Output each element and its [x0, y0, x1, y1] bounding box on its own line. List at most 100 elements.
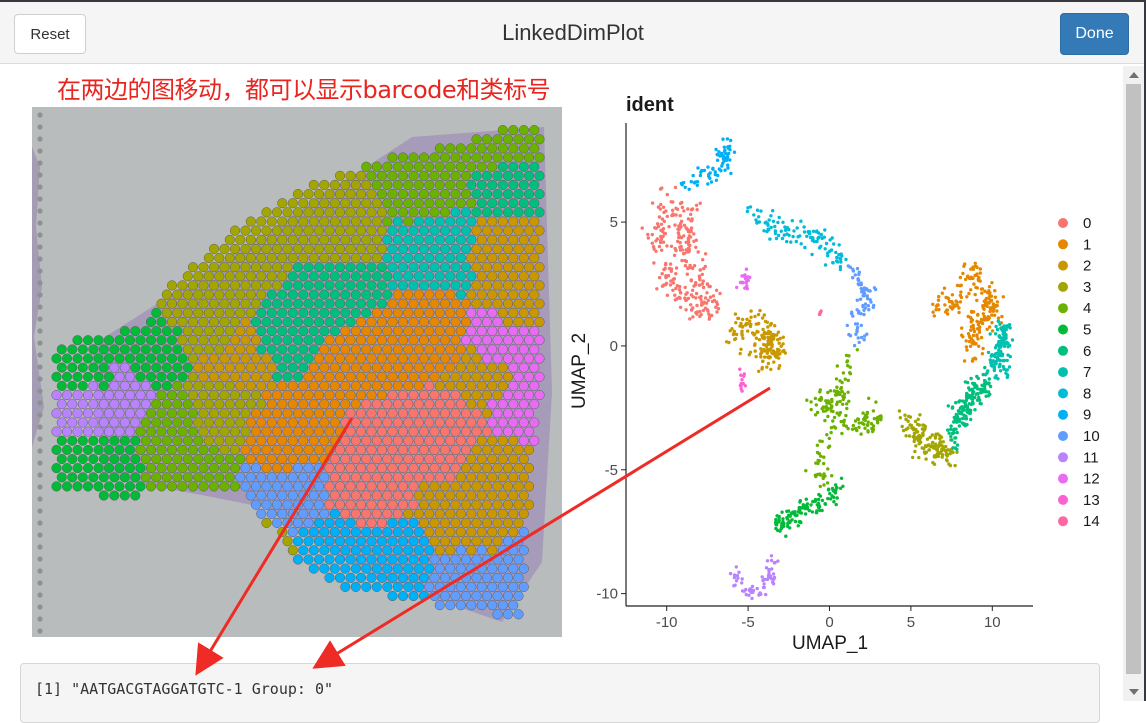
umap-point-cluster-7[interactable]	[1004, 328, 1008, 332]
tissue-spot-cluster-3[interactable]	[282, 536, 293, 547]
tissue-spot-cluster-0[interactable]	[340, 453, 351, 465]
umap-point-cluster-10[interactable]	[855, 266, 860, 271]
umap-point-cluster-6[interactable]	[967, 402, 971, 406]
tissue-spot-cluster-7[interactable]	[392, 252, 403, 264]
tissue-spot-cluster-3[interactable]	[282, 225, 293, 236]
tissue-spot-cluster-0[interactable]	[324, 499, 335, 510]
tissue-spot-cluster-0[interactable]	[392, 508, 403, 519]
tissue-spot-cluster-12[interactable]	[518, 344, 529, 355]
tissue-spot-cluster-5[interactable]	[177, 353, 188, 364]
tissue-spot-cluster-3[interactable]	[303, 207, 314, 218]
tissue-spot-cluster-3[interactable]	[229, 280, 241, 291]
tissue-spot-cluster-2[interactable]	[497, 234, 508, 245]
umap-point-cluster-6[interactable]	[946, 404, 950, 408]
tissue-spot-cluster-1[interactable]	[429, 316, 440, 328]
umap-point-cluster-4[interactable]	[829, 430, 833, 435]
tissue-spot-cluster-3[interactable]	[208, 335, 220, 346]
tissue-spot-cluster-5[interactable]	[67, 472, 78, 483]
tissue-spot-cluster-5[interactable]	[61, 481, 73, 492]
tissue-spot-cluster-12[interactable]	[523, 390, 535, 401]
tissue-spot-cluster-2[interactable]	[518, 216, 529, 227]
tissue-spot-cluster-5[interactable]	[135, 335, 146, 346]
tissue-spot-cluster-11[interactable]	[77, 399, 88, 410]
umap-point-cluster-2[interactable]	[772, 360, 776, 364]
tissue-spot-cluster-3[interactable]	[187, 371, 199, 382]
tissue-spot-cluster-3[interactable]	[193, 307, 204, 318]
tissue-spot-cluster-3[interactable]	[203, 307, 214, 318]
tissue-spot-cluster-1[interactable]	[361, 362, 372, 373]
umap-point-cluster-5[interactable]	[788, 519, 792, 523]
umap-point-cluster-3[interactable]	[917, 455, 921, 460]
tissue-spot-cluster-3[interactable]	[282, 207, 293, 218]
umap-point-cluster-3[interactable]	[898, 416, 902, 420]
tissue-spot-cluster-9[interactable]	[361, 527, 372, 538]
umap-point-cluster-8[interactable]	[752, 213, 756, 217]
tissue-spot-cluster-9[interactable]	[361, 563, 372, 574]
umap-point-cluster-0[interactable]	[659, 222, 664, 226]
umap-point-cluster-9[interactable]	[729, 138, 733, 143]
umap-point-cluster-9[interactable]	[732, 150, 737, 154]
tissue-spot-cluster-4[interactable]	[376, 189, 388, 200]
tissue-spot-cluster-2[interactable]	[198, 353, 209, 364]
umap-point-cluster-4[interactable]	[832, 415, 837, 420]
tissue-spot-cluster-11[interactable]	[114, 390, 125, 401]
tissue-spot-cluster-3[interactable]	[345, 207, 356, 218]
umap-point-cluster-3[interactable]	[940, 443, 944, 448]
tissue-spot-cluster-11[interactable]	[119, 362, 130, 373]
tissue-spot-cluster-6[interactable]	[471, 189, 482, 200]
tissue-spot-cluster-5[interactable]	[109, 435, 120, 446]
tissue-spot-cluster-12[interactable]	[492, 408, 503, 419]
tissue-spot-cluster-2[interactable]	[250, 353, 262, 364]
umap-point-cluster-6[interactable]	[973, 395, 977, 400]
tissue-spot-cluster-5[interactable]	[56, 435, 67, 446]
tissue-spot-cluster-4[interactable]	[418, 152, 430, 163]
tissue-spot-cluster-9[interactable]	[340, 527, 351, 538]
umap-point-cluster-10[interactable]	[862, 312, 866, 317]
tissue-spot-cluster-2[interactable]	[455, 380, 466, 391]
umap-point-cluster-12[interactable]	[744, 280, 748, 285]
umap-point-cluster-9[interactable]	[715, 158, 720, 162]
tissue-spot-cluster-3[interactable]	[345, 243, 356, 254]
tissue-spot-cluster-1[interactable]	[308, 417, 319, 428]
tissue-spot-cluster-3[interactable]	[240, 262, 251, 273]
tissue-spot-cluster-5[interactable]	[88, 435, 99, 446]
tissue-spot-cluster-1[interactable]	[371, 344, 382, 355]
umap-point-cluster-3[interactable]	[934, 442, 938, 446]
tissue-spot-cluster-3[interactable]	[361, 216, 372, 227]
umap-point-cluster-0[interactable]	[640, 226, 644, 230]
umap-point-cluster-3[interactable]	[933, 446, 937, 450]
tissue-spot-cluster-0[interactable]	[408, 444, 419, 455]
tissue-spot-cluster-5[interactable]	[114, 481, 125, 492]
tissue-spot-cluster-9[interactable]	[371, 563, 382, 574]
tissue-spot-cluster-6[interactable]	[382, 289, 393, 300]
umap-point-cluster-1[interactable]	[983, 289, 987, 293]
tissue-spot-cluster-1[interactable]	[324, 353, 335, 364]
umap-point-cluster-0[interactable]	[684, 298, 689, 302]
tissue-spot-cluster-3[interactable]	[261, 243, 272, 254]
umap-point-cluster-9[interactable]	[723, 148, 727, 152]
tissue-spot-cluster-3[interactable]	[355, 170, 367, 181]
tissue-spot-cluster-0[interactable]	[355, 426, 367, 437]
tissue-spot-cluster-10[interactable]	[471, 554, 482, 565]
tissue-spot-cluster-5[interactable]	[88, 453, 99, 465]
tissue-spot-cluster-3[interactable]	[161, 307, 172, 318]
tissue-spot-cluster-6[interactable]	[481, 170, 493, 181]
tissue-spot-cluster-6[interactable]	[487, 179, 498, 190]
tissue-spot-cluster-10[interactable]	[450, 572, 461, 583]
tissue-spot-cluster-0[interactable]	[434, 417, 445, 428]
tissue-spot-cluster-1[interactable]	[366, 353, 377, 364]
umap-point-cluster-11[interactable]	[765, 577, 770, 582]
tissue-spot-cluster-10[interactable]	[313, 481, 325, 492]
tissue-spot-cluster-2[interactable]	[476, 252, 487, 264]
umap-point-cluster-5[interactable]	[805, 505, 810, 509]
tissue-spot-cluster-6[interactable]	[292, 353, 304, 364]
tissue-spot-cluster-6[interactable]	[329, 307, 340, 318]
tissue-spot-cluster-3[interactable]	[193, 326, 204, 337]
tissue-spot-cluster-6[interactable]	[277, 289, 288, 300]
tissue-spot-cluster-6[interactable]	[261, 316, 272, 328]
tissue-spot-cluster-10[interactable]	[287, 472, 298, 483]
tissue-spot-cluster-2[interactable]	[460, 390, 472, 401]
tissue-spot-cluster-11[interactable]	[124, 371, 136, 382]
tissue-spot-cluster-0[interactable]	[460, 444, 472, 455]
tissue-spot-cluster-3[interactable]	[319, 252, 330, 264]
